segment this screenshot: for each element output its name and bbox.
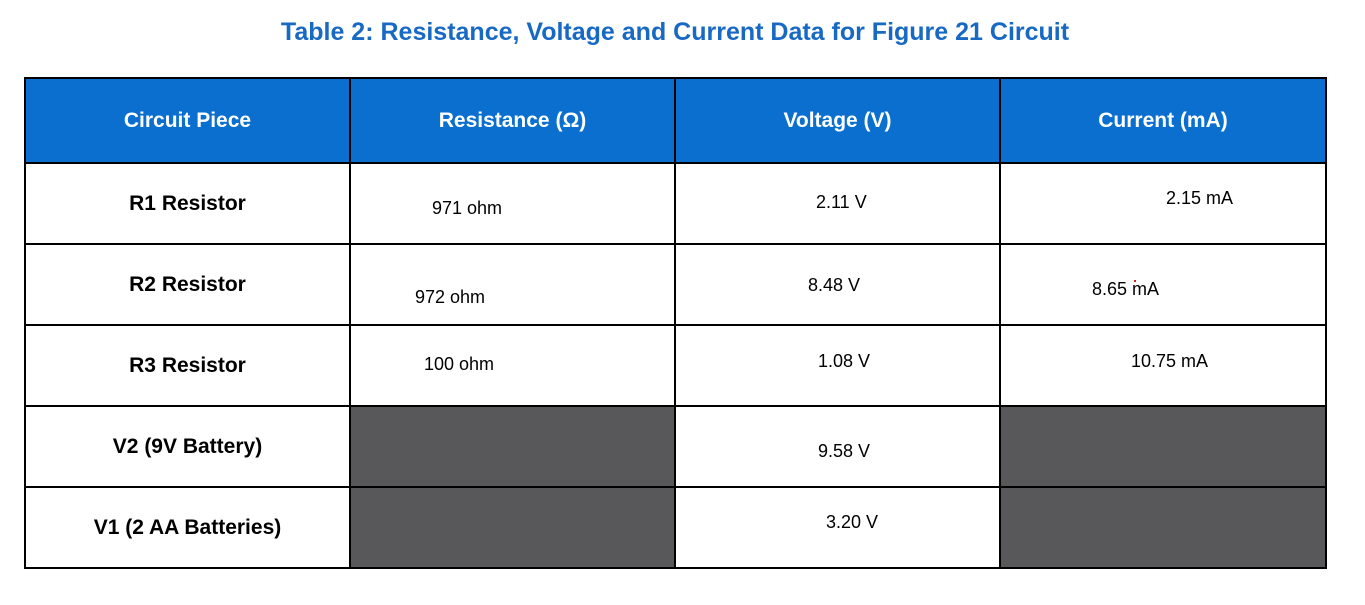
current-cell-shaded	[999, 486, 1327, 569]
table-title: Table 2: Resistance, Voltage and Current…	[280, 18, 1070, 46]
voltage-value: 9.58 V	[818, 441, 871, 461]
circuit-piece-cell: R3 Resistor	[24, 324, 351, 407]
circuit-piece-cell: V2 (9V Battery)	[24, 405, 351, 488]
resistance-value: 100 ohm	[424, 354, 495, 374]
resistance-cell: 100 ohm	[349, 324, 676, 407]
header-circuit-piece: Circuit Piece	[24, 77, 351, 164]
circuit-piece-cell: R1 Resistor	[24, 162, 351, 245]
voltage-cell: 3.20 V	[674, 486, 1001, 569]
current-cell-shaded	[999, 405, 1327, 488]
current-value: 10.75 mA	[1131, 351, 1209, 371]
header-resistance: Resistance (Ω)	[349, 77, 676, 164]
voltage-value: 3.20 V	[826, 512, 879, 532]
red-dot-mark	[1134, 280, 1136, 282]
voltage-cell: 9.58 V	[674, 405, 1001, 488]
resistance-cell-shaded	[349, 405, 676, 488]
table-row: R3 Resistor 100 ohm 1.08 V 10.75 mA	[24, 324, 1327, 407]
header-current: Current (mA)	[999, 77, 1327, 164]
table-row: R2 Resistor 972 ohm 8.48 V 8.65 mA	[24, 243, 1327, 326]
current-value: 2.15 mA	[1166, 188, 1234, 208]
voltage-value: 8.48 V	[808, 275, 861, 295]
resistance-cell-shaded	[349, 486, 676, 569]
table-row: V1 (2 AA Batteries) 3.20 V	[24, 486, 1327, 569]
circuit-piece-cell: R2 Resistor	[24, 243, 351, 326]
circuit-piece-cell: V1 (2 AA Batteries)	[24, 486, 351, 569]
data-table: Circuit Piece Resistance (Ω) Voltage (V)…	[24, 77, 1327, 569]
resistance-cell: 971 ohm	[349, 162, 676, 245]
current-cell: 2.15 mA	[999, 162, 1327, 245]
voltage-cell: 8.48 V	[674, 243, 1001, 326]
current-cell: 8.65 mA	[999, 243, 1327, 326]
table-row: R1 Resistor 971 ohm 2.11 V 2.15 mA	[24, 162, 1327, 245]
header-row: Circuit Piece Resistance (Ω) Voltage (V)…	[24, 77, 1327, 164]
resistance-cell: 972 ohm	[349, 243, 676, 326]
current-value: 8.65 mA	[1092, 279, 1160, 299]
voltage-cell: 2.11 V	[674, 162, 1001, 245]
current-cell: 10.75 mA	[999, 324, 1327, 407]
voltage-cell: 1.08 V	[674, 324, 1001, 407]
voltage-value: 2.11 V	[816, 192, 867, 212]
voltage-value: 1.08 V	[818, 351, 871, 371]
resistance-value: 971 ohm	[432, 198, 503, 218]
resistance-value: 972 ohm	[415, 287, 486, 307]
header-voltage: Voltage (V)	[674, 77, 1001, 164]
table-row: V2 (9V Battery) 9.58 V	[24, 405, 1327, 488]
